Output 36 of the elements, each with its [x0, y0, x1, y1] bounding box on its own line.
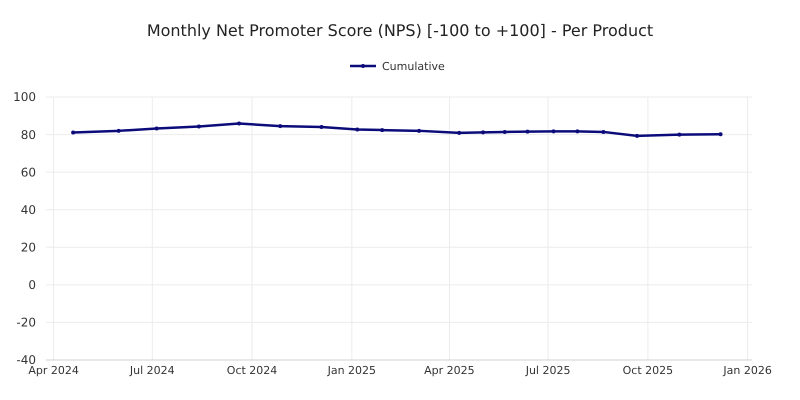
x-tick-label: Jul 2025	[524, 364, 570, 377]
y-tick-label: 100	[13, 90, 36, 104]
point	[71, 130, 76, 135]
chart-title: Monthly Net Promoter Score (NPS) [-100 to +100] - Per Product	[146, 21, 654, 40]
point	[278, 124, 282, 128]
legend-label: Cumulative	[382, 60, 446, 73]
point	[116, 128, 121, 133]
x-tick-label: Jan 2025	[326, 364, 376, 377]
y-tick-label: 80	[20, 128, 36, 142]
point	[355, 128, 360, 132]
y-tick-label: 0	[28, 278, 36, 292]
point	[319, 125, 324, 130]
x-tick-label: Jul 2024	[128, 364, 175, 377]
point	[481, 130, 486, 134]
x-tick-label: Oct 2024	[226, 364, 278, 377]
point	[380, 128, 384, 132]
y-tick-label: -20	[16, 316, 36, 330]
point	[601, 130, 606, 134]
point	[502, 130, 507, 134]
point	[552, 129, 556, 134]
point	[526, 130, 530, 134]
point	[154, 126, 159, 131]
point	[237, 121, 242, 126]
point	[457, 130, 462, 135]
y-tick-label: 40	[20, 202, 36, 217]
x-tick-label: Oct 2025	[622, 364, 674, 377]
point	[575, 129, 580, 134]
y-tick-label: 20	[20, 240, 36, 254]
x-tick-label: Apr 2025	[424, 364, 475, 377]
point	[196, 124, 201, 128]
y-tick-label: 60	[20, 165, 36, 180]
point	[417, 128, 422, 133]
point	[635, 134, 640, 138]
point	[718, 132, 723, 136]
x-tick-label: Jan 2026	[722, 364, 772, 377]
point	[677, 132, 682, 137]
